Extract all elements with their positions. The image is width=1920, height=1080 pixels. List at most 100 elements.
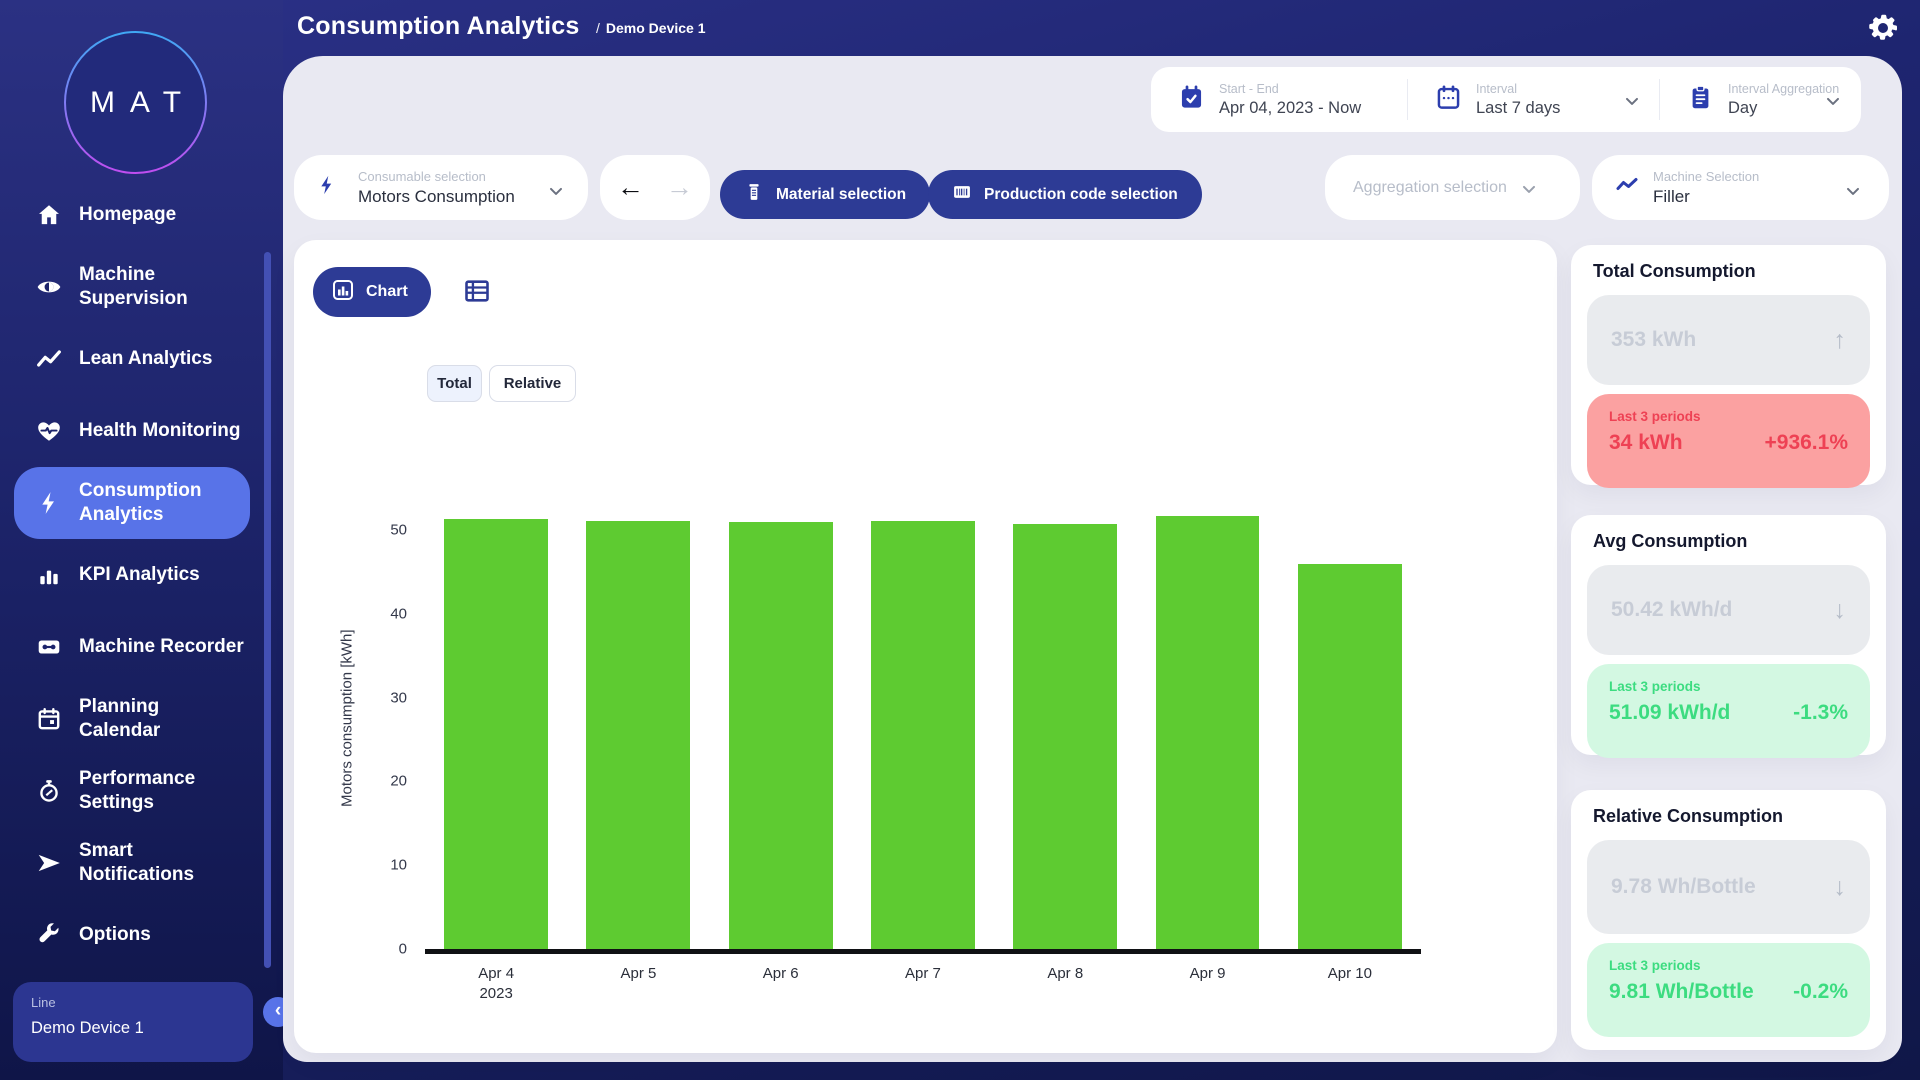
chart-bar-slot xyxy=(852,488,994,949)
sidebar-item-smart-notifications[interactable]: Smart Notifications xyxy=(14,827,250,899)
lightning-icon xyxy=(316,174,338,201)
chart-x-label: Apr 4 2023 xyxy=(478,965,515,1003)
machine-selection-label: Machine Selection xyxy=(1653,168,1760,184)
stat-current-box: 353 kWh ↑ xyxy=(1587,295,1870,385)
chart-view-button[interactable]: Chart xyxy=(313,267,431,317)
material-selection-button[interactable]: Material selection xyxy=(720,170,931,219)
breadcrumb: / Demo Device 1 xyxy=(596,20,706,36)
barcode-icon xyxy=(952,182,972,207)
chart-y-tick: 30 xyxy=(390,689,407,707)
send-icon xyxy=(36,850,62,876)
sidebar-item-machine-recorder[interactable]: Machine Recorder xyxy=(14,611,250,683)
chart-bar-slot xyxy=(567,488,709,949)
machine-selection-dropdown[interactable]: Machine Selection Filler xyxy=(1592,155,1889,220)
sidebar-item-consumption-analytics[interactable]: Consumption Analytics xyxy=(14,467,250,539)
chart-x-label: Apr 7 xyxy=(905,965,941,982)
chart-bar-slot xyxy=(710,488,852,949)
date-filter-card: Start - End Apr 04, 2023 - Now Interval … xyxy=(1151,67,1861,132)
bar-chart-icon xyxy=(36,562,62,588)
trend-line-icon xyxy=(36,346,62,372)
chart-y-ticks: 0 10 20 30 40 50 xyxy=(354,488,407,957)
chart-x-labels: Apr 4 2023 Apr 5 Apr 6 Apr 7 Apr 8 Apr 9 Apr 10 xyxy=(425,964,1421,1005)
divider xyxy=(1659,79,1660,120)
chart-x-label: Apr 8 xyxy=(1047,965,1084,982)
chart-bar[interactable] xyxy=(871,520,975,949)
chart-plot xyxy=(425,488,1421,949)
production-code-selection-button[interactable]: Production code selection xyxy=(928,170,1202,219)
lightning-icon xyxy=(36,490,62,516)
material-icon xyxy=(744,182,764,207)
interval-filter[interactable]: Interval Last 7 days xyxy=(1408,67,1660,132)
toggle-total[interactable]: Total xyxy=(427,365,482,402)
sidebar-item-homepage[interactable]: Homepage xyxy=(14,179,250,251)
logo-text: MAT xyxy=(66,33,205,172)
top-header: Consumption Analytics / Demo Device 1 xyxy=(0,0,1920,56)
device-card-value: Demo Device 1 xyxy=(31,1019,144,1037)
device-card-label: Line xyxy=(31,995,56,1010)
stat-last-value: 51.09 kWh/d xyxy=(1609,701,1731,724)
sidebar-nav: Homepage Machine Supervision Lean Analyt… xyxy=(0,179,283,971)
stat-card-total-consumption: Total Consumption 353 kWh ↑ Last 3 perio… xyxy=(1571,245,1886,488)
home-icon xyxy=(36,202,62,228)
previous-period-button[interactable]: ← xyxy=(617,172,644,202)
period-nav-card: ← → xyxy=(600,155,710,220)
sidebar-item-options[interactable]: Options xyxy=(14,899,250,971)
aggregation-selection-dropdown[interactable]: Aggregation selection xyxy=(1325,155,1580,220)
chart-bar[interactable] xyxy=(586,520,691,949)
calendar-check-icon xyxy=(1178,84,1205,116)
consumable-selection-dropdown[interactable]: Consumable selection Motors Consumption xyxy=(294,155,588,220)
stat-title: Total Consumption xyxy=(1593,261,1756,281)
page-title: Consumption Analytics xyxy=(297,12,580,40)
stat-last-periods-box: Last 3 periods 34 kWh +936.1% xyxy=(1587,394,1870,488)
stat-last-value: 9.81 Wh/Bottle xyxy=(1609,980,1754,1003)
stopwatch-icon xyxy=(36,778,62,804)
logo: MAT xyxy=(64,31,207,174)
stat-last-delta: +936.1% xyxy=(1764,431,1849,454)
chart-x-axis xyxy=(425,949,1421,954)
stat-current-box: 50.42 kWh/d ↓ xyxy=(1587,565,1870,655)
divider xyxy=(1407,79,1408,120)
interval-aggregation-label: Interval Aggregation xyxy=(1728,81,1840,96)
chart-y-tick: 40 xyxy=(390,605,407,623)
table-view-icon[interactable] xyxy=(463,277,491,305)
chart-bar-slot xyxy=(1279,488,1421,949)
sidebar: MAT Homepage Machine Supervision Lean An… xyxy=(0,0,293,1080)
chart-x-label: Apr 6 xyxy=(762,965,799,982)
sidebar-item-planning-calendar[interactable]: Planning Calendar xyxy=(14,683,250,755)
sidebar-item-kpi-analytics[interactable]: KPI Analytics xyxy=(14,539,250,611)
start-end-filter[interactable]: Start - End Apr 04, 2023 - Now xyxy=(1151,67,1408,132)
chart-bar[interactable] xyxy=(444,519,549,949)
stat-last-delta: -1.3% xyxy=(1793,701,1848,724)
chart-card: Chart Total Relative Motors consumption … xyxy=(294,240,1557,1053)
trend-up-icon: ↑ xyxy=(1833,325,1847,354)
machine-selection-value: Filler xyxy=(1653,186,1690,206)
chart-bar-slot xyxy=(1136,488,1278,949)
sidebar-item-machine-supervision[interactable]: Machine Supervision xyxy=(14,251,250,323)
settings-gear-icon[interactable] xyxy=(1868,13,1898,43)
start-end-value: Apr 04, 2023 - Now xyxy=(1219,98,1362,117)
chart-bar[interactable] xyxy=(728,522,833,949)
interval-aggregation-filter[interactable]: Interval Aggregation Day xyxy=(1660,67,1861,132)
cassette-icon xyxy=(36,634,62,660)
sidebar-item-performance-settings[interactable]: Performance Settings xyxy=(14,755,250,827)
sidebar-scrollbar[interactable] xyxy=(264,252,271,968)
toggle-relative[interactable]: Relative xyxy=(489,365,576,402)
chevron-down-icon xyxy=(1519,179,1539,204)
chart-bar[interactable] xyxy=(1155,515,1260,949)
consumable-selection-label: Consumable selection xyxy=(358,168,486,184)
stat-last-value: 34 kWh xyxy=(1609,431,1683,454)
wrench-icon xyxy=(36,922,62,948)
stat-current-box: 9.78 Wh/Bottle ↓ xyxy=(1587,840,1870,934)
chart-bar[interactable] xyxy=(1013,524,1118,949)
stat-card-avg-consumption: Avg Consumption 50.42 kWh/d ↓ Last 3 per… xyxy=(1571,515,1886,758)
chart-y-tick: 10 xyxy=(390,856,407,874)
next-period-button[interactable]: → xyxy=(666,172,693,202)
chart-y-tick: 20 xyxy=(390,772,407,790)
consumable-selection-value: Motors Consumption xyxy=(358,186,515,206)
chevron-down-icon xyxy=(1823,91,1843,116)
sidebar-item-lean-analytics[interactable]: Lean Analytics xyxy=(14,323,250,395)
chart-bar[interactable] xyxy=(1297,564,1402,949)
sidebar-item-health-monitoring[interactable]: Health Monitoring xyxy=(14,395,250,467)
stat-last-periods-box: Last 3 periods 51.09 kWh/d -1.3% xyxy=(1587,664,1870,758)
